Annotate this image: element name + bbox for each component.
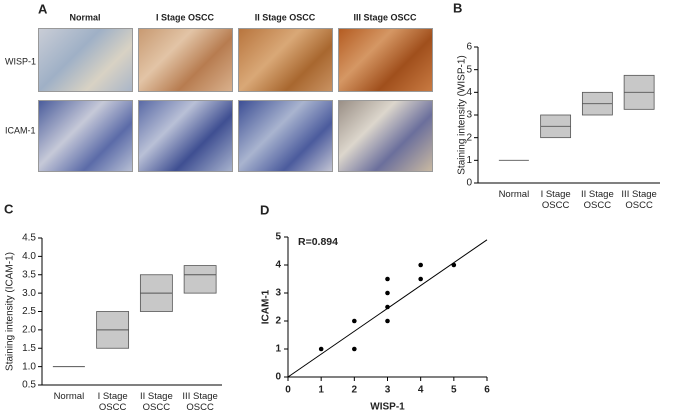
y-tick-label: 3.5 [22, 269, 36, 280]
x-tick-label: I Stage OSCC [540, 189, 571, 211]
point [352, 318, 357, 324]
y-tick-label: 5 [466, 64, 472, 75]
box [183, 265, 217, 294]
y-axis-label: ICAM-1 [261, 289, 272, 324]
column-header: III Stage OSCC [353, 12, 417, 22]
y-tick-label: 2.5 [22, 306, 36, 317]
point [385, 276, 390, 282]
y-tick-label: 0 [466, 178, 472, 189]
x-tick-label: 3 [385, 385, 391, 396]
x-tick-label: 1 [318, 385, 324, 396]
x-axis-label: WISP-1 [370, 402, 405, 413]
x-tick-label: 4 [418, 385, 424, 396]
row-label: WISP-1 [5, 56, 36, 66]
y-tick-label: 2 [466, 132, 472, 143]
x-tick-label: II Stage OSCC [140, 391, 173, 413]
panel-label: D [260, 202, 269, 217]
point [385, 318, 390, 324]
x-tick-label: 5 [451, 385, 457, 396]
x-tick-label: III Stage OSCC [182, 391, 218, 413]
micrograph [38, 100, 133, 172]
y-tick-label: 4 [275, 260, 281, 271]
x-tick-label: 2 [352, 385, 358, 396]
x-tick-label: Normal [53, 391, 85, 402]
micrograph [138, 28, 233, 92]
micrograph [338, 28, 433, 92]
y-tick-label: 1.5 [22, 343, 36, 354]
point [352, 346, 357, 352]
point [451, 262, 457, 268]
y-tick-label: 5 [275, 232, 281, 243]
point [418, 262, 423, 268]
row-label: ICAM-1 [5, 125, 36, 135]
y-tick-label: 4.5 [22, 233, 36, 244]
x-tick-label: Normal [498, 189, 530, 200]
y-tick-label: 1.0 [22, 361, 36, 372]
micrograph [38, 28, 133, 92]
x-tick-label: 0 [285, 385, 291, 396]
point [385, 304, 390, 310]
y-axis-label: Staining intensity (WISP-1) [457, 55, 468, 175]
column-header: II Stage OSCC [255, 12, 316, 22]
point [418, 276, 423, 282]
micrograph [338, 100, 433, 172]
y-tick-label: 3 [466, 110, 472, 121]
y-tick-label: 3 [275, 288, 281, 299]
point [318, 346, 324, 352]
y-tick-label: 4.0 [22, 251, 36, 262]
panel-label: B [453, 0, 462, 15]
panel-label: A [38, 1, 48, 16]
annotation: R=0.894 [298, 236, 338, 248]
y-tick-label: 3.0 [22, 288, 36, 299]
y-tick-label: 2 [275, 316, 281, 327]
x-tick-label: II Stage OSCC [581, 189, 614, 211]
point [385, 290, 390, 296]
y-tick-label: 0 [275, 372, 281, 383]
panel-label: C [4, 201, 14, 216]
y-tick-label: 1 [466, 155, 472, 166]
y-tick-label: 0.5 [22, 380, 36, 391]
column-header: Normal [69, 12, 100, 22]
y-axis-label: Staining intensity (ICAM-1) [5, 252, 16, 371]
x-tick-label: I Stage OSCC [97, 391, 128, 413]
x-tick-label: 6 [484, 385, 490, 396]
micrograph [238, 28, 333, 92]
column-header: I Stage OSCC [156, 12, 215, 22]
y-tick-label: 2.0 [22, 325, 36, 336]
y-tick-label: 1 [275, 344, 281, 355]
y-tick-label: 4 [466, 87, 472, 98]
x-tick-label: III Stage OSCC [621, 189, 657, 211]
y-tick-label: 6 [466, 42, 472, 53]
micrograph [138, 100, 233, 172]
micrograph [238, 100, 333, 172]
